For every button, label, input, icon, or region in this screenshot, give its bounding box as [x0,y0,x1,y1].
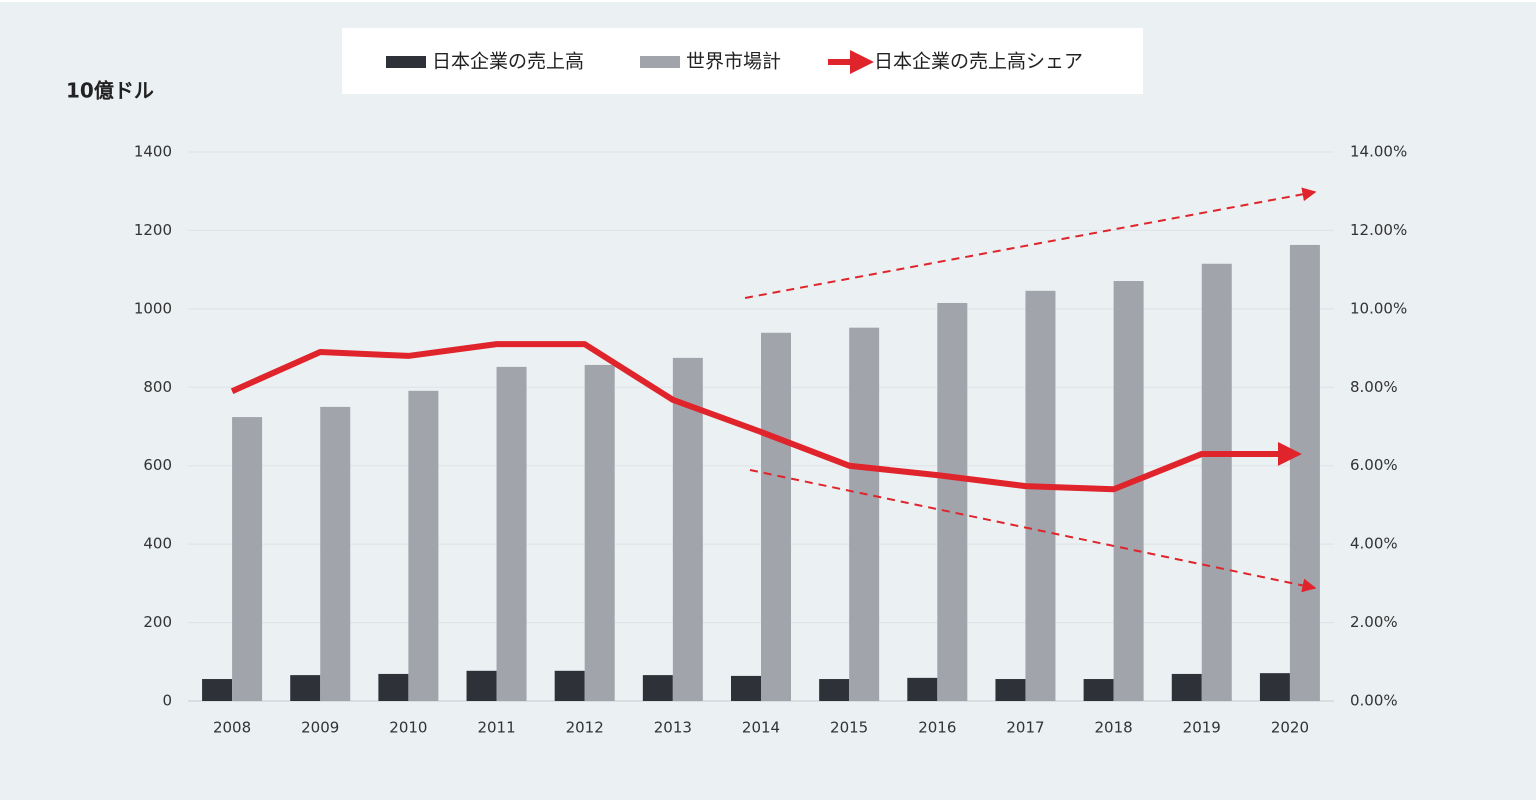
y-tick-label: 800 [143,378,172,396]
y-tick-label: 1200 [134,221,172,239]
bar [378,673,409,701]
bar [1083,679,1114,701]
bar [320,406,351,701]
x-tick-label: 2009 [301,719,339,737]
bar [1259,673,1290,701]
trend-arrow-up [744,187,1317,299]
bar [554,670,585,701]
trend-arrow-down [749,469,1317,593]
share-line [230,341,1302,493]
bar [1025,290,1056,701]
x-tick-label: 2019 [1183,719,1221,737]
bar [496,366,527,701]
y2-tick-label: 6.00% [1350,456,1398,474]
legend-label: 日本企業の売上高 [432,51,584,73]
x-tick-label: 2015 [830,719,868,737]
y-tick-label: 0 [162,692,172,710]
legend-label: 世界市場計 [686,51,781,73]
x-tick-label: 2020 [1271,719,1309,737]
y-tick-label: 400 [143,535,172,553]
bar [995,679,1026,701]
bar [907,677,938,701]
y2-tick-label: 2.00% [1350,613,1398,631]
bar [290,675,321,701]
x-tick-label: 2013 [654,719,692,737]
x-tick-label: 2014 [742,719,780,737]
bar [1289,244,1320,701]
y-tick-label: 600 [143,456,172,474]
x-tick-label: 2016 [918,719,956,737]
bar [731,675,761,701]
legend-swatch [386,56,426,68]
y2-tick-label: 8.00% [1350,378,1398,396]
x-tick-label: 2010 [389,719,427,737]
bar [584,364,615,701]
y2-tick-label: 0.00% [1350,692,1398,710]
bar [202,679,233,701]
y2-tick-label: 10.00% [1350,299,1407,317]
y-axis-title: 10億ドル [66,79,154,103]
bar [408,390,439,701]
bar [1113,281,1144,701]
x-tick-label: 2008 [213,719,251,737]
y2-tick-label: 4.00% [1350,535,1398,553]
bar [937,302,968,701]
bar [849,327,880,701]
legend-label: 日本企業の売上高シェア [874,51,1083,73]
y2-tick-label: 14.00% [1350,143,1407,161]
y2-tick-label: 12.00% [1350,221,1407,239]
bar [232,417,263,701]
bar [1171,673,1202,701]
bar [642,675,673,701]
x-tick-label: 2012 [566,719,604,737]
x-tick-label: 2018 [1095,719,1133,737]
x-tick-label: 2011 [477,719,515,737]
plot: 0 200 400 600 800 1000 1200 1400 0.00% 2.00% 4.00%… [134,143,1407,737]
y-tick-label: 1000 [134,299,172,317]
legend-swatch [640,56,680,68]
bar [761,332,791,701]
bar [819,679,850,701]
y-tick-label: 1400 [134,143,172,161]
legend-box [342,28,1143,94]
x-tick-label: 2017 [1006,719,1044,737]
y-tick-label: 200 [143,613,172,631]
bar [672,357,703,701]
bar [1201,263,1232,701]
bar [466,670,497,701]
